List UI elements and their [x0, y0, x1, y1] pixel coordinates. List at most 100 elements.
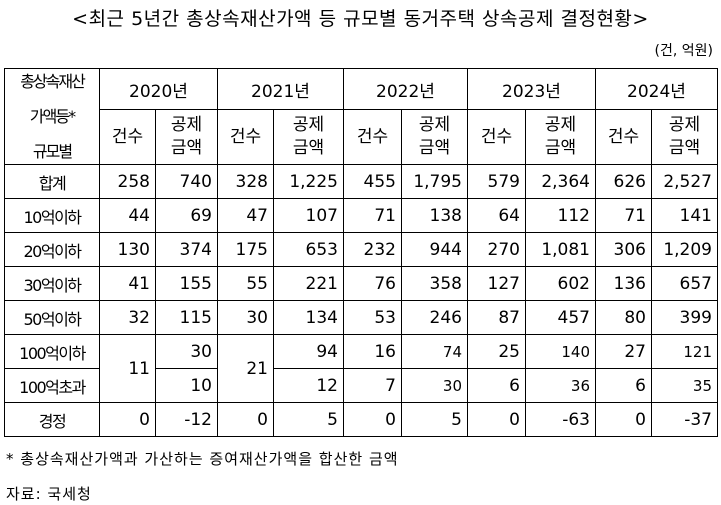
amount-header-line-2: 금액 [292, 138, 325, 158]
row-label: 50억이하 [4, 300, 100, 335]
table-cell: 579 [467, 164, 526, 199]
table-cell: 175 [217, 232, 274, 267]
table-cell: 455 [343, 164, 402, 199]
table-cell: 221 [273, 266, 344, 301]
table-cell: -63 [525, 402, 596, 437]
amount-header-line-1: 공제 [668, 115, 701, 135]
table-cell: 130 [99, 232, 156, 267]
table-cell: 27 [595, 334, 652, 369]
table-cell: 270 [467, 232, 526, 267]
table-cell: 1,225 [273, 164, 344, 199]
row-label: 100억이하 [4, 334, 100, 369]
amount-header-line-1: 공제 [292, 115, 325, 135]
amount-header-line-1: 공제 [418, 115, 451, 135]
table-cell: 64 [467, 198, 526, 233]
table-cell: 944 [401, 232, 468, 267]
unit-label: (건, 억원) [654, 43, 713, 59]
table-cell: 30 [217, 300, 274, 335]
year-header-2020: 2020년 [99, 68, 218, 110]
table-cell: 35 [651, 368, 718, 403]
table-cell: 30 [155, 334, 218, 369]
table-cell: 155 [155, 266, 218, 301]
row-label: 100억초과 [4, 368, 100, 403]
table-cell: 140 [525, 334, 596, 369]
count-header: 건수 [595, 109, 652, 165]
amount-header-line-2: 금액 [170, 138, 203, 158]
table-cell: 6 [595, 368, 652, 403]
amount-header: 공제 금액 [651, 109, 718, 165]
table-cell: 0 [343, 402, 402, 437]
table-row: 50억이하 32 115 30 134 53 246 87 457 80 399 [4, 300, 718, 335]
table-row: 경정 0 -12 0 5 0 5 0 -63 0 -37 [4, 402, 718, 437]
amount-header: 공제 금액 [155, 109, 218, 165]
table-cell: 0 [467, 402, 526, 437]
table-row: 합계 258 740 328 1,225 455 1,795 579 2,364 626 2,527 [4, 164, 718, 199]
corner-line-3: 규모별 [32, 142, 73, 161]
table-cell: 112 [525, 198, 596, 233]
table-row: 30억이하 41 155 55 221 76 358 127 602 136 657 [4, 266, 718, 301]
table-cell: 94 [273, 334, 344, 369]
table-cell: 457 [525, 300, 596, 335]
table-cell: 74 [401, 334, 468, 369]
table-row: 10억이하 44 69 47 107 71 138 64 112 71 141 [4, 198, 718, 233]
corner-line-1: 총상속재산 [20, 72, 86, 91]
table-cell: 138 [401, 198, 468, 233]
count-header: 건수 [217, 109, 274, 165]
year-header-2022: 2022년 [343, 68, 468, 110]
table-cell: 134 [273, 300, 344, 335]
table-cell: 71 [595, 198, 652, 233]
row-label: 경정 [4, 402, 100, 437]
table-cell: 602 [525, 266, 596, 301]
table-cell: 7 [343, 368, 402, 403]
table-cell: 32 [99, 300, 156, 335]
amount-header-line-1: 공제 [544, 115, 577, 135]
table-cell: 1,795 [401, 164, 468, 199]
table-cell: 328 [217, 164, 274, 199]
table-row: 100억이하 11 30 21 94 16 74 25 140 27 121 [4, 334, 718, 403]
table-cell: 1,209 [651, 232, 718, 267]
table-cell: -37 [651, 402, 718, 437]
table-cell: 69 [155, 198, 218, 233]
table-cell: 1,081 [525, 232, 596, 267]
row-label: 10억이하 [4, 198, 100, 233]
table-cell: 232 [343, 232, 402, 267]
row-label: 20억이하 [4, 232, 100, 267]
table-cell: 47 [217, 198, 274, 233]
table-cell: 80 [595, 300, 652, 335]
count-header: 건수 [467, 109, 526, 165]
table-cell: 76 [343, 266, 402, 301]
table-cell: 740 [155, 164, 218, 199]
row-label: 30억이하 [4, 266, 100, 301]
table-cell: 21 [217, 334, 274, 403]
table-cell: 374 [155, 232, 218, 267]
footnote: * 총상속재산가액과 가산하는 증여재산가액을 합산한 금액 [6, 450, 399, 468]
table-cell: 2,527 [651, 164, 718, 199]
table-cell: 358 [401, 266, 468, 301]
table-cell: 399 [651, 300, 718, 335]
table-cell: 55 [217, 266, 274, 301]
table-cell: 246 [401, 300, 468, 335]
table-title: <최근 5년간 총상속재산가액 등 규모별 동거주택 상속공제 결정현황> [72, 8, 649, 30]
table-cell: 87 [467, 300, 526, 335]
table-cell: 127 [467, 266, 526, 301]
table-cell: 258 [99, 164, 156, 199]
table-cell: 6 [467, 368, 526, 403]
source-note: 자료: 국세청 [6, 485, 92, 503]
count-header: 건수 [343, 109, 402, 165]
table-cell: 30 [401, 368, 468, 403]
amount-header-line-2: 금액 [418, 138, 451, 158]
amount-header-line-2: 금액 [544, 138, 577, 158]
table-cell: 0 [217, 402, 274, 437]
table-cell: 53 [343, 300, 402, 335]
table-cell: 141 [651, 198, 718, 233]
count-header: 건수 [99, 109, 156, 165]
table-cell: 11 [99, 334, 156, 403]
table-cell: 0 [99, 402, 156, 437]
corner-line-2: 가액등* [29, 107, 76, 126]
table-cell: 12 [273, 368, 344, 403]
table-row: 100억초과 10 12 7 30 6 36 6 35 [4, 368, 718, 403]
subheader-row: 건수 공제 금액 건수 공제 금액 건수 공제 금액 건수 공제 금액 건수 공제 금액 [5, 109, 718, 165]
table-cell: 653 [273, 232, 344, 267]
table-cell: 115 [155, 300, 218, 335]
table-cell: 36 [525, 368, 596, 403]
